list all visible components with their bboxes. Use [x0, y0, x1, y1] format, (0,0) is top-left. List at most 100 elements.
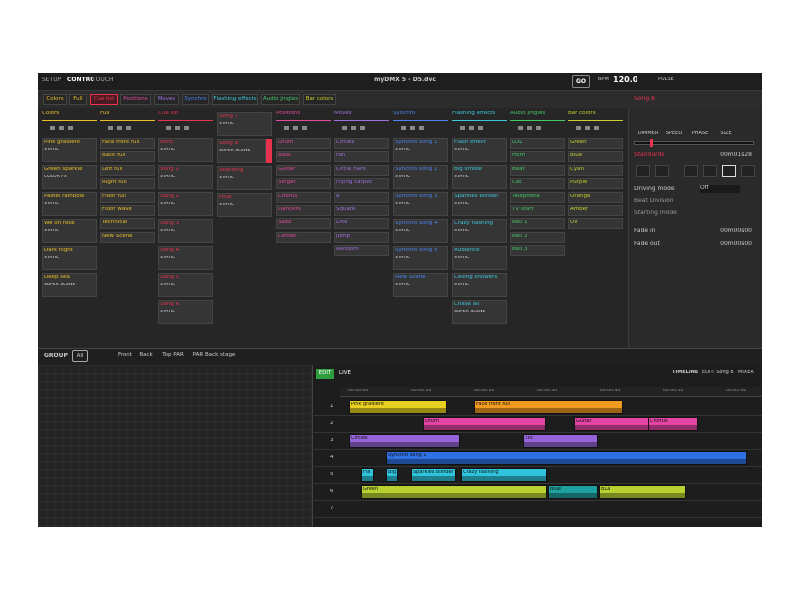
cue-card[interactable] [452, 138, 507, 162]
page-tab[interactable]: Synchro [182, 94, 209, 105]
cue-card[interactable] [276, 151, 331, 163]
timeline-view[interactable]: MIXER [738, 370, 754, 375]
go-button[interactable]: GO [572, 75, 590, 88]
cue-card[interactable] [158, 219, 213, 243]
cue-card[interactable] [568, 191, 623, 203]
cue-card[interactable] [100, 164, 155, 176]
cue-card[interactable] [42, 246, 97, 270]
cue-card[interactable] [158, 192, 213, 216]
timeline-view[interactable]: TIMELINE [672, 370, 699, 375]
cue-card[interactable] [334, 205, 389, 216]
timeline-mode[interactable]: LIVE [339, 370, 351, 376]
cue-card[interactable] [276, 218, 331, 230]
cue-card[interactable] [510, 245, 565, 257]
cue-card[interactable] [217, 139, 266, 163]
clip[interactable] [349, 400, 447, 414]
group-tab[interactable]: PAR Back stage [192, 352, 236, 358]
cue-card[interactable] [452, 246, 507, 270]
cue-card[interactable] [158, 246, 213, 270]
cue-card[interactable] [510, 191, 565, 203]
cue-card[interactable] [158, 138, 213, 162]
clip[interactable] [386, 468, 398, 482]
cue-card[interactable] [452, 300, 507, 324]
cue-card[interactable] [217, 193, 272, 217]
clip[interactable] [423, 417, 546, 431]
page-tab[interactable]: Moves [154, 94, 179, 105]
cue-card[interactable] [334, 218, 389, 230]
transport-button[interactable] [703, 165, 717, 177]
cue-card[interactable] [510, 178, 565, 190]
cue-card[interactable] [568, 205, 623, 216]
page-tab[interactable]: Cue list [90, 94, 118, 105]
cue-card[interactable] [276, 178, 331, 190]
page-tab[interactable]: Bar colors [303, 94, 336, 105]
cue-card[interactable] [334, 245, 389, 257]
cue-card[interactable] [100, 231, 155, 243]
cue-card[interactable] [393, 165, 448, 189]
clip[interactable] [474, 400, 623, 414]
setting-value[interactable]: Off [700, 185, 740, 193]
cue-card[interactable] [217, 166, 272, 190]
group-tab[interactable]: Top PAR [162, 352, 184, 358]
cue-card[interactable] [276, 164, 331, 176]
clip[interactable] [461, 468, 547, 482]
cue-card[interactable] [393, 273, 448, 297]
cue-card[interactable] [100, 205, 155, 216]
clip[interactable] [548, 485, 598, 499]
cue-card[interactable] [510, 138, 565, 149]
page-tab[interactable]: Full [69, 94, 87, 105]
timeline-mode[interactable]: EDIT [316, 369, 334, 379]
cue-card[interactable] [510, 205, 565, 216]
clip[interactable] [411, 468, 456, 482]
cue-card[interactable] [452, 192, 507, 216]
clip[interactable] [361, 468, 374, 482]
cue-card[interactable] [510, 164, 565, 176]
cue-card[interactable] [158, 300, 213, 324]
cue-card[interactable] [100, 138, 155, 149]
cue-card[interactable] [42, 165, 97, 189]
cue-card[interactable] [510, 218, 565, 230]
cue-card[interactable] [42, 273, 97, 297]
cue-card[interactable] [158, 273, 213, 297]
clip[interactable] [523, 434, 598, 448]
cue-card[interactable] [158, 165, 213, 189]
cue-card[interactable] [276, 205, 331, 216]
cue-card[interactable] [334, 164, 389, 176]
cue-card[interactable] [452, 273, 507, 297]
cue-card[interactable] [334, 231, 389, 243]
cue-card[interactable] [568, 138, 623, 149]
page-tab[interactable]: Audio jingles [261, 94, 300, 105]
page-tab[interactable]: Colors [43, 94, 67, 105]
clip[interactable] [361, 485, 547, 499]
cue-card[interactable] [42, 219, 97, 243]
page-tab[interactable]: Positions [120, 94, 151, 105]
cue-card[interactable] [393, 246, 448, 270]
cue-card[interactable] [334, 138, 389, 149]
cue-card[interactable] [334, 178, 389, 190]
cue-card[interactable] [334, 191, 389, 203]
timeline-view[interactable]: EDIT: Song 8 [702, 370, 734, 375]
cue-card[interactable] [568, 164, 623, 176]
cue-card[interactable] [452, 219, 507, 243]
cue-card[interactable] [276, 138, 331, 149]
transport-button[interactable] [722, 165, 736, 177]
cue-card[interactable] [42, 192, 97, 216]
mode-tab[interactable]: CONTROL [67, 77, 93, 83]
cue-card[interactable] [393, 219, 448, 243]
group-tab[interactable]: All [72, 350, 88, 362]
cue-card[interactable] [452, 165, 507, 189]
transport-button[interactable] [741, 165, 755, 177]
cue-card[interactable] [100, 151, 155, 163]
cue-card[interactable] [100, 178, 155, 190]
cue-card[interactable] [217, 112, 272, 136]
clip[interactable] [648, 417, 698, 431]
cue-card[interactable] [100, 191, 155, 203]
cue-card[interactable] [100, 218, 155, 230]
transport-button[interactable] [655, 165, 669, 177]
cue-card[interactable] [393, 138, 448, 162]
mode-tab[interactable]: SETUP [42, 77, 62, 83]
cue-card[interactable] [510, 231, 565, 243]
mode-tab[interactable]: TOUCH [92, 77, 114, 83]
transport-button[interactable] [636, 165, 650, 177]
cue-card[interactable] [568, 151, 623, 163]
